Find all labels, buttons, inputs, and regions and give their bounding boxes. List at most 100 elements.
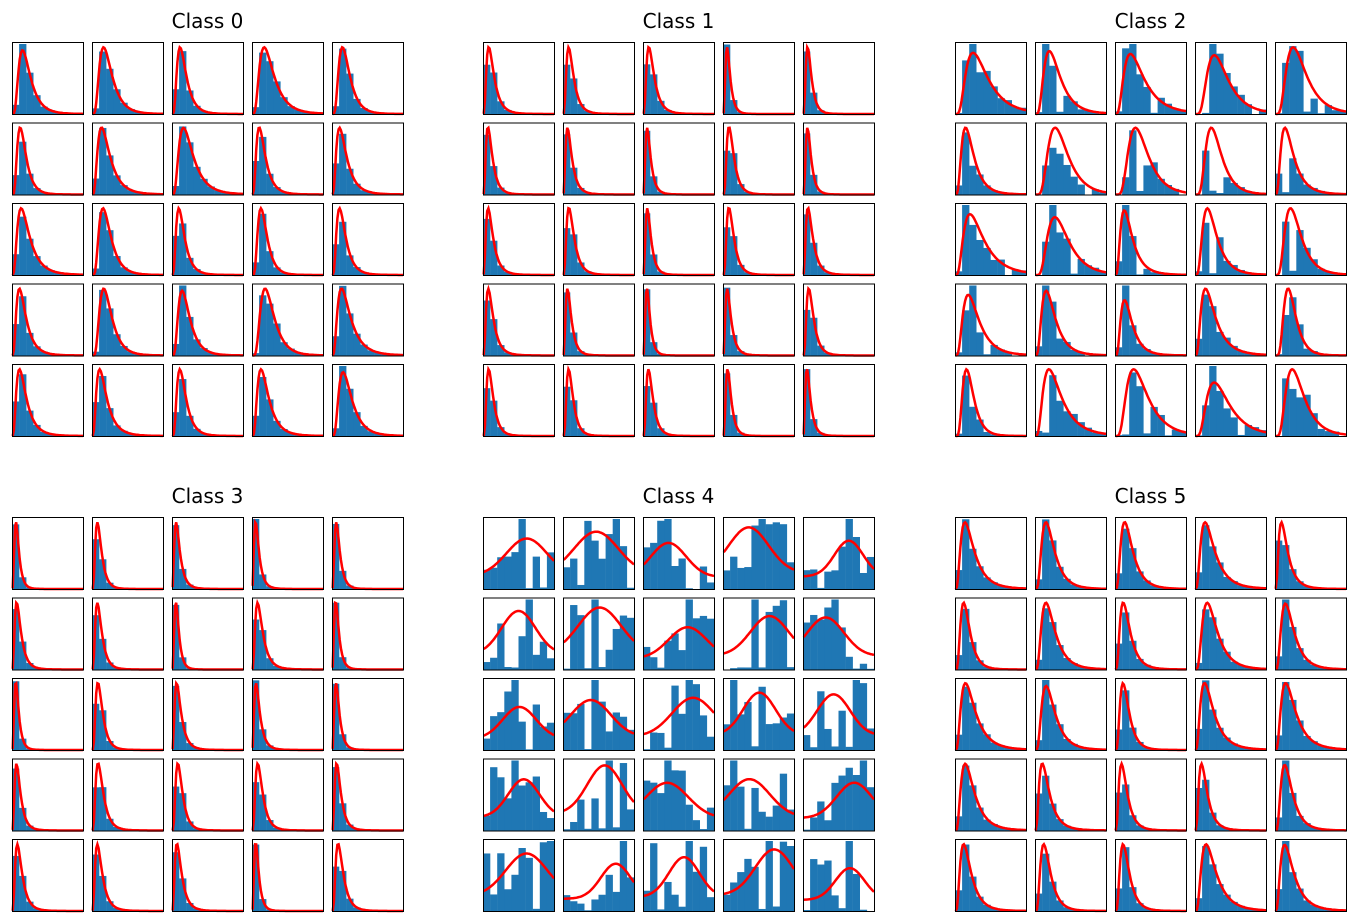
histogram-bar <box>744 858 752 911</box>
subplot <box>643 597 715 671</box>
subplot-frame <box>483 597 555 671</box>
histogram-bar <box>106 408 114 436</box>
histogram-bar <box>1303 247 1311 275</box>
histogram-bar <box>19 374 27 436</box>
histogram-bar <box>339 133 347 195</box>
histogram-bar <box>26 825 34 831</box>
histogram-bar <box>969 702 977 750</box>
subplot-frame <box>955 597 1027 671</box>
histogram-bar <box>1216 825 1224 831</box>
histogram-bar <box>650 657 658 670</box>
subplot <box>954 678 1027 751</box>
histogram-bar <box>664 881 672 911</box>
density-curve <box>483 705 555 737</box>
histogram-bar <box>1042 519 1050 589</box>
density-curve <box>1194 520 1266 590</box>
histogram-bar <box>1209 546 1217 589</box>
subplot-frame <box>483 758 555 832</box>
histogram-bar <box>824 860 832 911</box>
density-curve <box>1274 763 1346 832</box>
histogram-bar <box>273 187 281 195</box>
density-curve <box>954 520 1027 590</box>
histogram-bar <box>758 686 766 750</box>
histogram-bar <box>1171 188 1180 195</box>
histogram-bar <box>497 427 505 436</box>
subplot <box>1195 364 1267 438</box>
subplot <box>642 364 715 438</box>
histogram-bar <box>1223 177 1231 195</box>
subplot <box>723 839 796 912</box>
histogram-bar <box>367 350 375 356</box>
histogram-bar <box>511 680 519 750</box>
histogram-bar <box>280 192 288 195</box>
histogram-bar <box>1202 609 1210 670</box>
histogram-bar <box>1143 349 1151 356</box>
histogram-bar <box>626 809 635 831</box>
subplot <box>482 122 555 196</box>
histogram-bar <box>817 691 825 750</box>
histogram-bar <box>1289 872 1297 911</box>
histogram-bar <box>619 763 628 831</box>
histogram-bar <box>730 414 738 436</box>
subplot <box>954 839 1027 913</box>
histogram-bar <box>997 349 1005 356</box>
histogram-bar <box>751 746 759 750</box>
density-curve <box>722 777 795 815</box>
histogram-bar <box>346 898 354 911</box>
density-curve <box>251 598 323 671</box>
histogram-bar <box>831 782 839 831</box>
subplot <box>91 364 164 438</box>
histogram-bar <box>685 599 693 670</box>
histogram-bar <box>200 178 208 195</box>
subplot-frame <box>643 758 715 832</box>
histogram-bar <box>1230 264 1238 275</box>
subplot-frame <box>955 203 1027 276</box>
histogram-bar <box>803 214 811 275</box>
subplot-frame <box>172 597 244 671</box>
histogram-bar <box>751 599 759 670</box>
histogram-bar <box>1209 44 1217 114</box>
subplot-frame <box>1035 758 1107 832</box>
histogram-bar <box>1282 760 1290 831</box>
subplot-frame <box>1195 597 1267 671</box>
histogram-bar <box>1237 187 1245 195</box>
subplot <box>1035 364 1107 438</box>
subplot-frame <box>1115 203 1187 276</box>
histogram-bar <box>266 820 274 831</box>
histogram-bar <box>824 820 832 831</box>
histogram-bar <box>817 110 825 114</box>
histogram-bar <box>772 605 780 670</box>
histogram-bar <box>584 749 592 750</box>
subplot-frame <box>803 203 875 276</box>
histogram-bar <box>504 556 512 589</box>
histogram-bar <box>273 323 281 356</box>
histogram-bar <box>1150 406 1158 436</box>
class-panel-0: Class 0 <box>11 9 404 438</box>
subplot <box>171 203 244 277</box>
subplot-frame <box>483 122 555 196</box>
histogram-bar <box>824 272 832 275</box>
histogram-bar <box>259 574 267 589</box>
density-curve <box>802 616 875 657</box>
histogram-bar <box>619 546 628 589</box>
histogram-bar <box>504 271 512 275</box>
histogram-bar <box>962 132 970 195</box>
subplot <box>955 364 1027 438</box>
histogram-bar <box>518 519 526 589</box>
histogram-bar <box>546 552 555 589</box>
subplot <box>562 597 635 671</box>
histogram-bar <box>803 735 811 750</box>
density-curve <box>1114 520 1186 591</box>
subplot-frame <box>563 364 635 437</box>
subplot <box>482 42 555 116</box>
histogram-bar <box>339 285 347 356</box>
subplot-frame <box>1035 364 1107 437</box>
histogram-bar <box>1216 727 1224 750</box>
histogram-bar <box>1303 659 1311 670</box>
histogram-bar <box>1122 177 1130 195</box>
histogram-bar <box>817 265 825 275</box>
density-curve <box>171 366 243 438</box>
density-curve <box>332 370 403 438</box>
histogram-bar <box>657 520 665 589</box>
density-curve <box>1195 126 1267 196</box>
